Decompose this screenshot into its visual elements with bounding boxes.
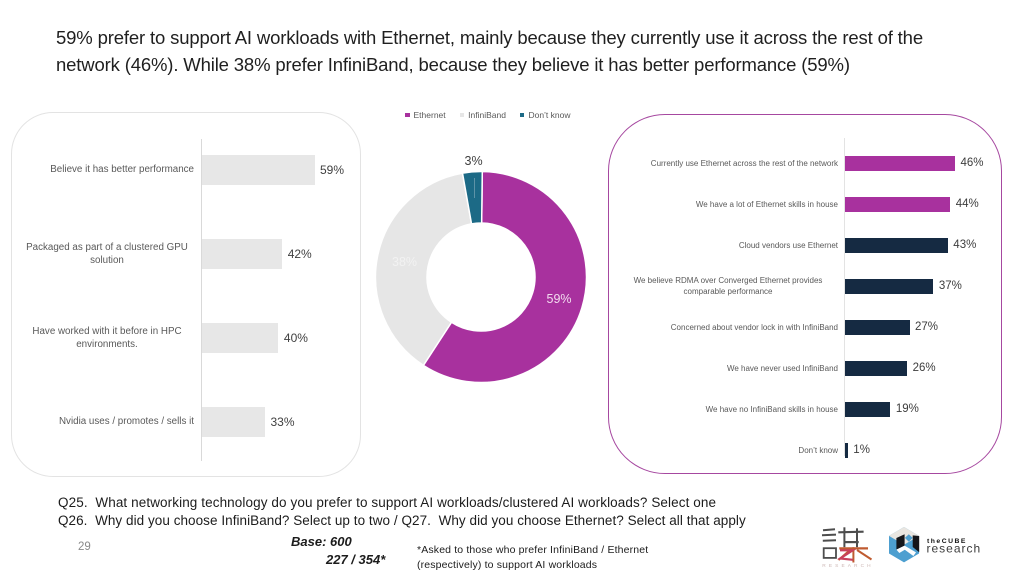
svg-text:research: research (927, 541, 982, 555)
svg-text:theCUBE: theCUBE (927, 538, 967, 545)
svg-text:RESEARCH: RESEARCH (822, 563, 873, 569)
